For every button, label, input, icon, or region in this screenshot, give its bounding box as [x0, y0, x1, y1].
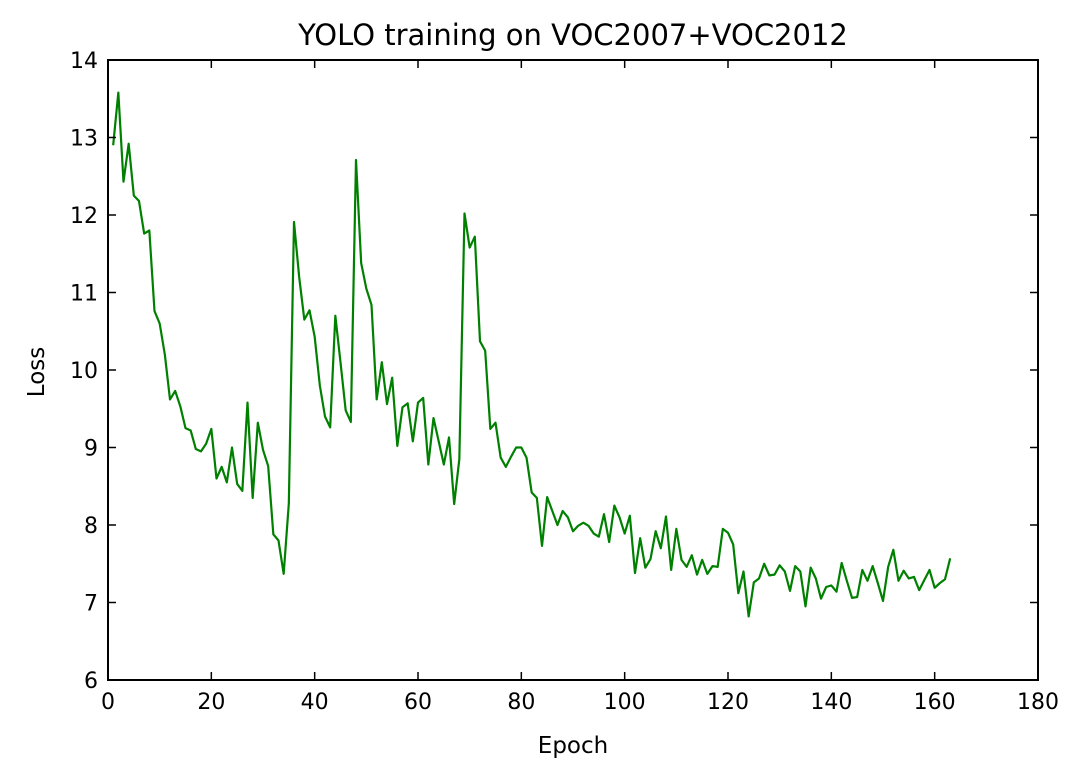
y-tick-label-7: 13 — [70, 127, 98, 152]
y-axis-label: Loss — [24, 347, 50, 397]
x-tick-label-3: 60 — [404, 690, 432, 715]
x-tick-label-7: 140 — [810, 690, 852, 715]
series-line-0 — [112, 91, 952, 618]
chart-title: YOLO training on VOC2007+VOC2012 — [297, 18, 848, 52]
y-tick-label-1: 7 — [84, 592, 98, 617]
y-tick-label-5: 11 — [70, 282, 98, 307]
y-tick-label-2: 8 — [84, 514, 98, 539]
x-tick-label-4: 80 — [507, 690, 535, 715]
x-tick-label-0: 0 — [101, 690, 115, 715]
x-tick-label-6: 120 — [707, 690, 749, 715]
plot-area: 0 20 40 60 80 100 120 140 160 180 6 7 8 9 10 11 12 13 14 — [70, 49, 1059, 715]
x-tick-label-2: 40 — [301, 690, 329, 715]
x-tick-label-8: 160 — [914, 690, 956, 715]
x-tick-label-9: 180 — [1017, 690, 1059, 715]
y-tick-label-0: 6 — [84, 669, 98, 694]
y-tick-label-6: 12 — [70, 204, 98, 229]
x-tick-label-5: 100 — [604, 690, 646, 715]
y-tick-label-4: 10 — [70, 359, 98, 384]
plot-frame — [107, 59, 1039, 681]
x-tick-label-1: 20 — [197, 690, 225, 715]
x-axis-label: Epoch — [538, 733, 608, 759]
y-tick-label-3: 9 — [84, 437, 98, 462]
y-tick-label-8: 14 — [70, 49, 98, 74]
